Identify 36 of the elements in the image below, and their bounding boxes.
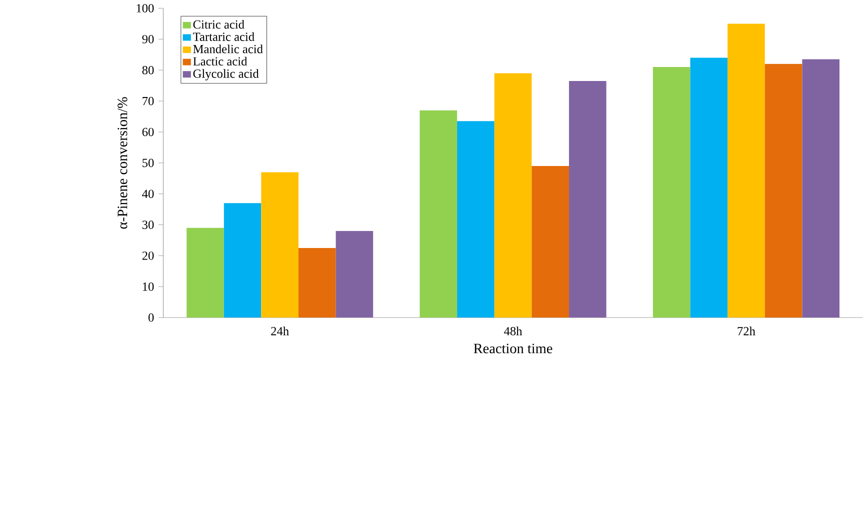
bar: [764, 64, 802, 318]
bar: [568, 81, 606, 318]
bar: [186, 228, 224, 318]
bar: [690, 58, 728, 318]
y-tick-label: 0: [148, 314, 154, 322]
bar: [802, 59, 840, 318]
y-tick-label: 90: [142, 35, 154, 44]
bar: [532, 166, 569, 318]
bar: [224, 203, 262, 318]
bar: [336, 231, 374, 318]
y-tick-label: 30: [142, 220, 154, 230]
legend-label: Citric acid: [193, 20, 244, 29]
x-tick-label: 48h: [504, 326, 522, 336]
y-tick-label: 20: [142, 252, 154, 260]
bar: [457, 121, 494, 318]
legend-label: Glycolic acid: [193, 69, 259, 81]
y-tick-label: 60: [142, 128, 154, 136]
y-axis-title: α-Pinene conversion/%: [118, 97, 128, 229]
x-tick-label: 24h: [271, 326, 289, 336]
x-axis-title: Reaction time: [474, 344, 552, 354]
legend-label: Mandelic acid: [193, 44, 263, 54]
y-tick-label: 10: [142, 282, 154, 291]
bar: [728, 24, 765, 318]
bar: [494, 73, 532, 318]
y-tick-label: 80: [142, 66, 154, 74]
y-tick-label: 100: [136, 4, 154, 13]
y-tick-label: 70: [142, 97, 154, 106]
bar: [420, 110, 458, 318]
y-tick-label: 40: [142, 190, 154, 198]
legend-label: Lactic acid: [193, 57, 248, 66]
legend-label: Tartaric acid: [193, 32, 254, 42]
y-tick-label: 50: [142, 158, 154, 168]
x-tick-label: 72h: [738, 326, 756, 336]
bar: [261, 172, 298, 318]
bar: [652, 67, 690, 318]
bar: [298, 248, 336, 318]
